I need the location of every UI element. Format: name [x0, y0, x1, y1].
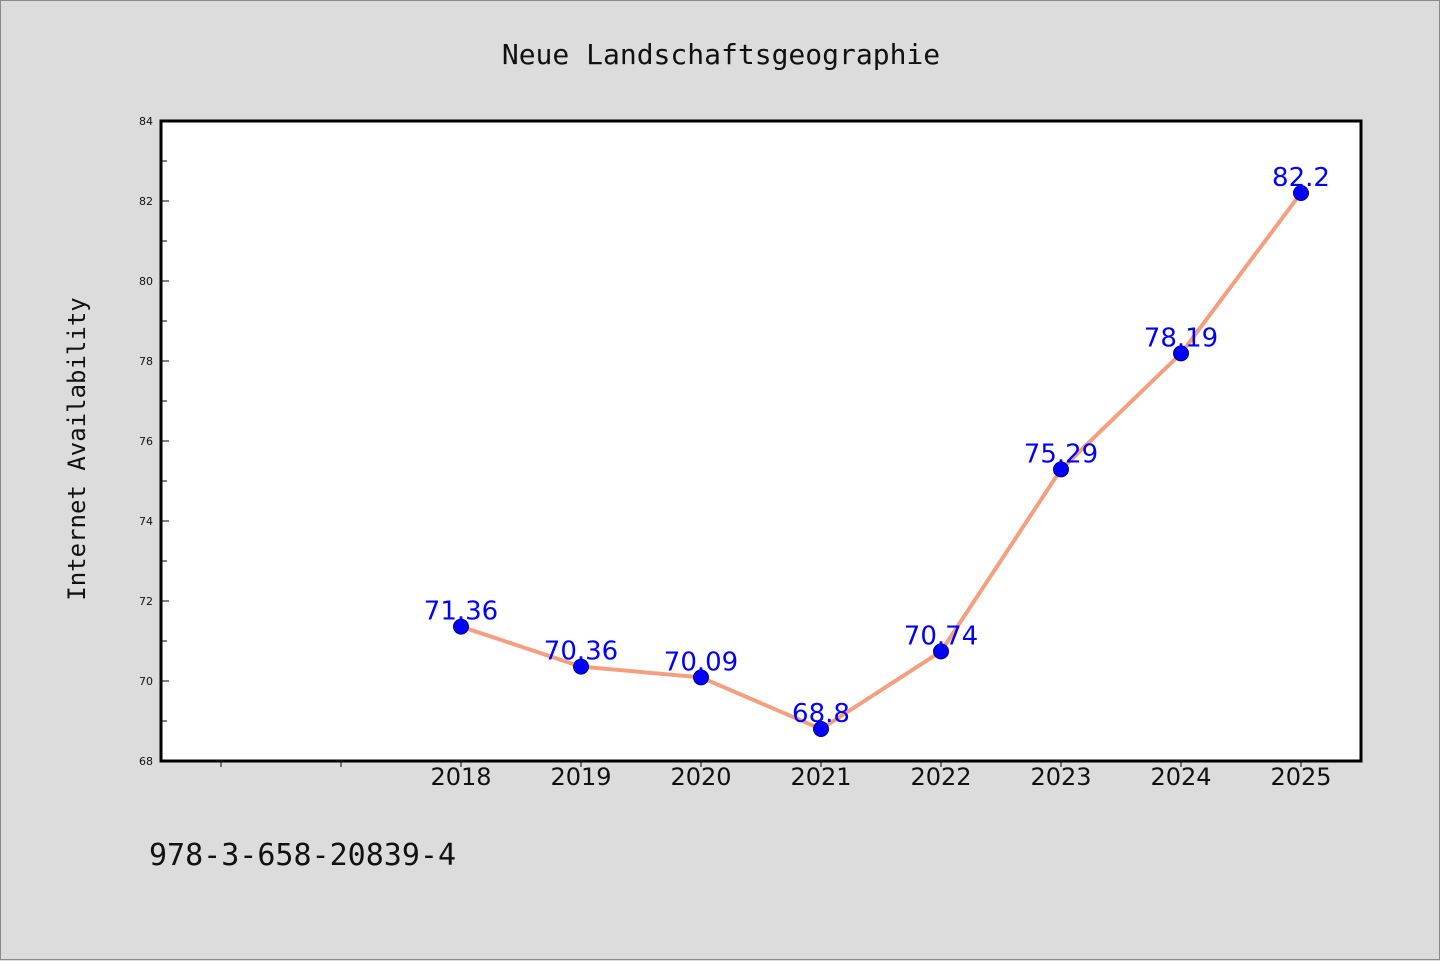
x-tick-label: 2023 [1030, 763, 1091, 791]
data-point [573, 658, 589, 675]
y-axis-label: Internet Availability [63, 297, 91, 600]
y-tick-label: 72 [139, 595, 153, 608]
data-markers [453, 185, 1309, 737]
x-tick-label: 2018 [430, 763, 491, 791]
data-label: 82.2 [1272, 163, 1330, 193]
data-label: 78.19 [1144, 323, 1218, 353]
x-tick-label: 2020 [670, 763, 731, 791]
chart-title: Neue Landschaftsgeographie [502, 38, 940, 71]
y-tick-label: 78 [139, 355, 153, 368]
data-point [1053, 461, 1069, 478]
data-label: 70.74 [904, 621, 978, 651]
x-tick-label: 2022 [910, 763, 971, 791]
data-labels: 71.36 70.36 70.09 68.8 70.74 75.29 78.19 82.2 [424, 163, 1330, 729]
series-line [459, 191, 1303, 731]
y-axis-ticks: 68 70 72 74 76 78 80 82 84 [139, 115, 169, 768]
data-point [813, 721, 829, 737]
data-label: 71.36 [424, 597, 498, 627]
x-tick-label: 2019 [550, 763, 611, 791]
data-label: 75.29 [1024, 439, 1098, 469]
data-point [693, 669, 709, 686]
data-point [933, 643, 949, 660]
data-label: 70.36 [544, 637, 618, 667]
x-axis-ticks: 2018 2019 2020 2021 2022 2023 2024 2025 [220, 761, 1332, 791]
y-tick-label: 76 [139, 435, 153, 448]
y-tick-label: 84 [139, 115, 153, 128]
x-tick-label: 2021 [790, 763, 851, 791]
data-label: 68.8 [792, 699, 850, 729]
data-point [453, 618, 469, 635]
plot-area [161, 121, 1361, 761]
x-tick-label: 2025 [1270, 763, 1331, 791]
isbn-text: 978-3-658-20839-4 [149, 838, 456, 873]
data-point [1293, 185, 1309, 201]
y-tick-label: 74 [139, 515, 153, 528]
x-tick-label: 2024 [1150, 763, 1211, 791]
y-tick-label: 70 [139, 675, 153, 688]
y-tick-label: 80 [139, 275, 153, 288]
y-tick-label: 68 [139, 755, 153, 768]
data-point [1173, 345, 1189, 362]
data-label: 70.09 [664, 647, 738, 677]
y-tick-label: 82 [139, 195, 153, 208]
plot-border [159, 119, 1363, 763]
